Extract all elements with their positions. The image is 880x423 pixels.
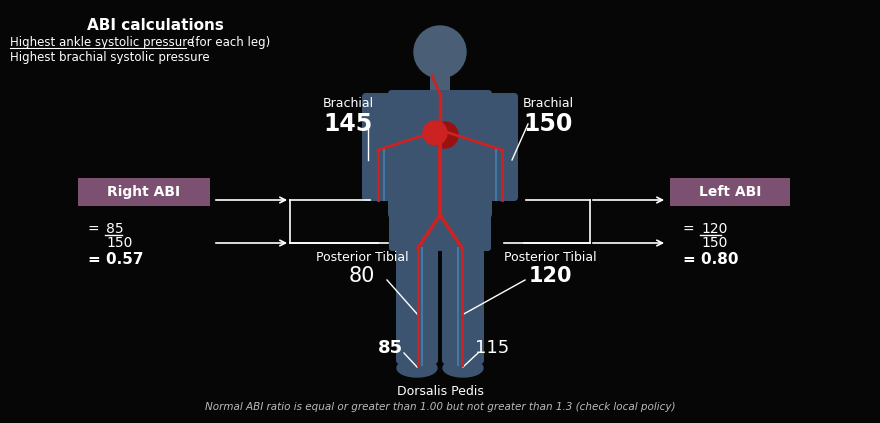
FancyBboxPatch shape xyxy=(362,93,394,201)
Text: = 0.80: = 0.80 xyxy=(683,252,738,267)
Circle shape xyxy=(423,121,447,145)
FancyBboxPatch shape xyxy=(396,236,438,364)
Bar xyxy=(430,76,450,94)
Text: (for each leg): (for each leg) xyxy=(187,36,270,49)
Text: 145: 145 xyxy=(323,112,372,136)
Text: Posterior Tibial: Posterior Tibial xyxy=(316,251,408,264)
Bar xyxy=(78,178,210,206)
Text: 85: 85 xyxy=(106,222,123,236)
Text: = 0.57: = 0.57 xyxy=(88,252,143,267)
Text: Brachial: Brachial xyxy=(523,97,574,110)
Circle shape xyxy=(432,122,458,148)
Text: Dorsalis Pedis: Dorsalis Pedis xyxy=(397,385,483,398)
Text: Highest brachial systolic pressure: Highest brachial systolic pressure xyxy=(10,51,209,64)
Text: 120: 120 xyxy=(701,222,728,236)
FancyBboxPatch shape xyxy=(388,90,492,218)
Text: 80: 80 xyxy=(348,266,375,286)
Text: 150: 150 xyxy=(106,236,132,250)
Text: 120: 120 xyxy=(528,266,572,286)
Text: 115: 115 xyxy=(475,339,510,357)
FancyBboxPatch shape xyxy=(389,207,491,251)
Text: Posterior Tibial: Posterior Tibial xyxy=(503,251,597,264)
Text: ABI calculations: ABI calculations xyxy=(86,18,224,33)
Ellipse shape xyxy=(443,359,483,377)
Circle shape xyxy=(414,26,466,78)
Text: Left ABI: Left ABI xyxy=(699,185,761,199)
Text: Highest ankle systolic pressure: Highest ankle systolic pressure xyxy=(10,36,194,49)
Text: Normal ABI ratio is equal or greater than 1.00 but not greater than 1.3 (check l: Normal ABI ratio is equal or greater tha… xyxy=(205,402,675,412)
Text: 150: 150 xyxy=(524,112,573,136)
Text: 150: 150 xyxy=(701,236,728,250)
Text: =: = xyxy=(88,222,104,236)
FancyBboxPatch shape xyxy=(442,236,484,364)
Text: =: = xyxy=(683,222,699,236)
FancyBboxPatch shape xyxy=(486,93,518,201)
Text: Brachial: Brachial xyxy=(322,97,374,110)
Text: Right ABI: Right ABI xyxy=(107,185,180,199)
Bar xyxy=(670,178,790,206)
Ellipse shape xyxy=(397,359,437,377)
Text: 85: 85 xyxy=(378,339,402,357)
